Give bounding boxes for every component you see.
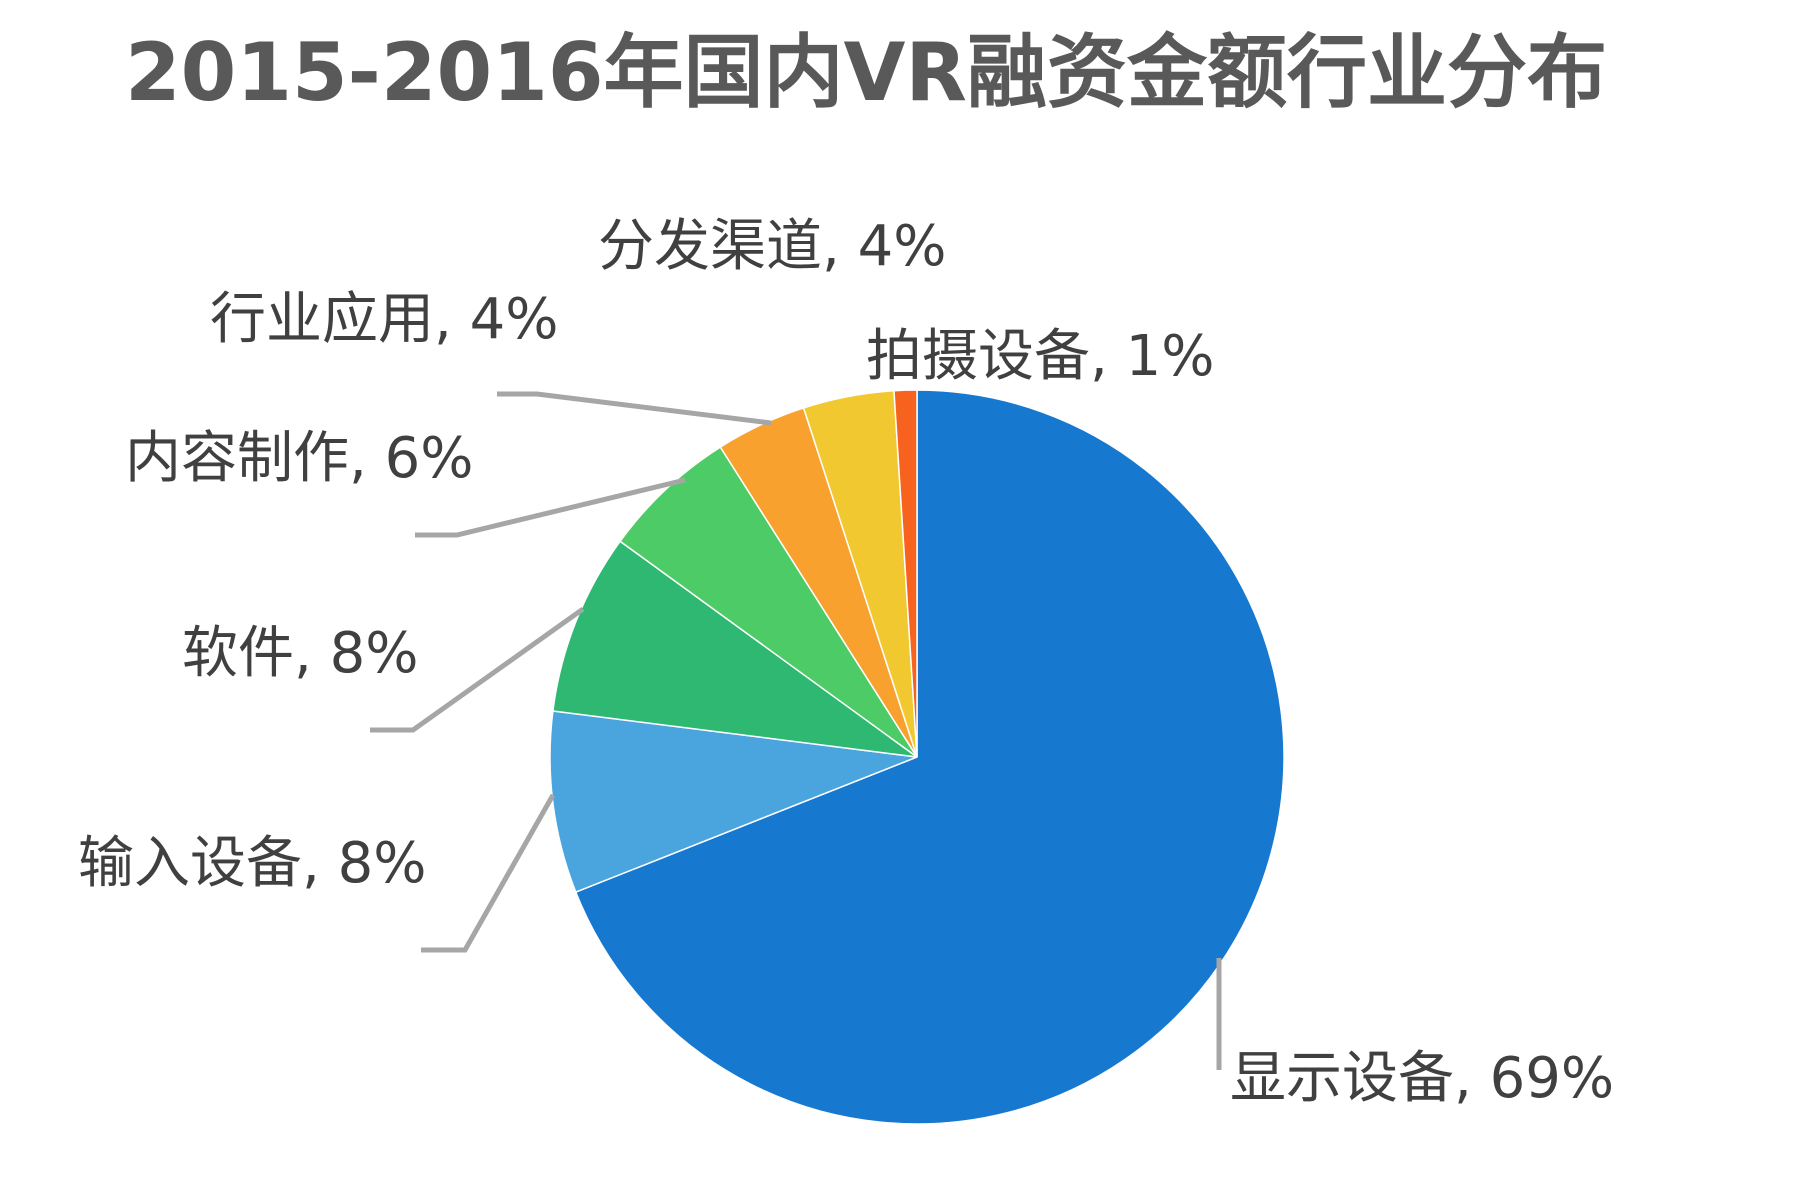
pie-slice-4	[619, 446, 918, 758]
leader-lines-layer	[370, 391, 1222, 1070]
data-label-7: 拍摄设备, 1%	[866, 324, 1214, 389]
slices-layer	[549, 389, 1285, 1125]
pie-slice-2	[549, 710, 918, 894]
data-label-3: 软件, 8%	[182, 621, 418, 686]
data-label-2: 输入设备, 8%	[78, 831, 426, 896]
data-label-6: 分发渠道, 4%	[598, 214, 946, 279]
pie-slice-3	[552, 540, 918, 758]
labels-layer: 显示设备, 69% 输入设备, 8% 软件, 8% 内容制作, 6% 行业应用, 4% 分…	[78, 214, 1614, 1111]
pie-slice-7	[893, 389, 918, 758]
leader-line-5	[497, 391, 772, 426]
chart-title: 2015-2016年国内VR融资金额行业分布	[125, 26, 1608, 119]
leader-line-4	[415, 477, 686, 538]
data-label-4: 内容制作, 6%	[125, 426, 473, 491]
leader-line-3	[370, 606, 585, 733]
data-label-1: 显示设备, 69%	[1230, 1046, 1614, 1111]
data-label-5: 行业应用, 4%	[210, 287, 558, 352]
leader-line-2	[421, 793, 556, 953]
